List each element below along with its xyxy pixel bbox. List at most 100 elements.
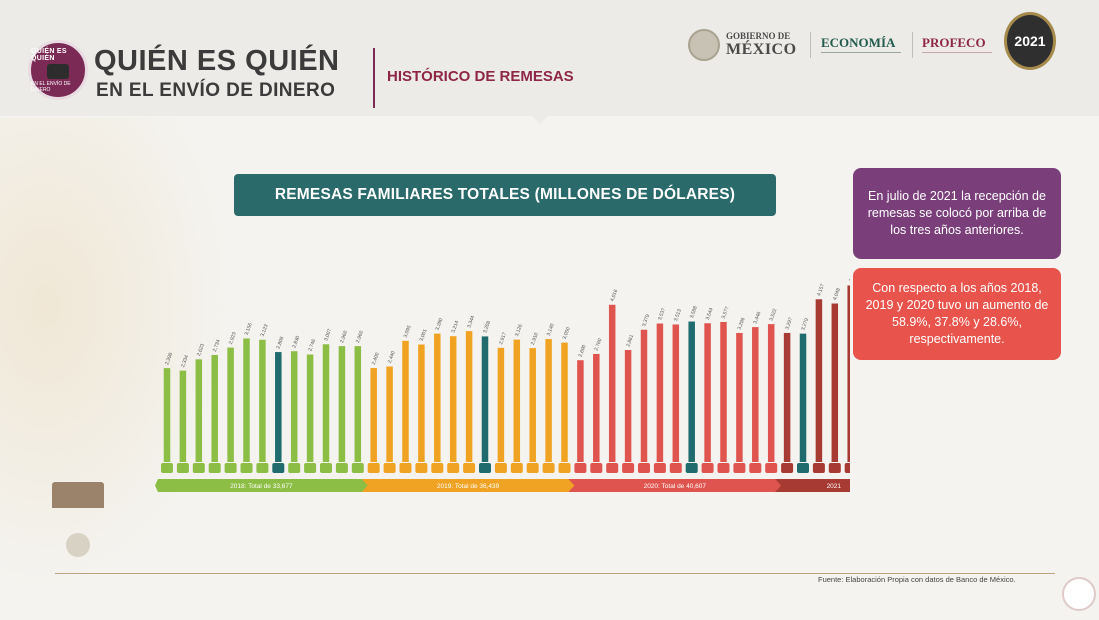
bar-value-label-0-11: 2,960 xyxy=(339,330,349,344)
building-illustration xyxy=(52,482,104,508)
bar-2-4 xyxy=(640,329,648,462)
bar-2-2 xyxy=(608,304,616,462)
bar-month-chip-3-3 xyxy=(828,463,841,473)
bar-month-chip-0-5 xyxy=(240,463,253,473)
bar-2-7 xyxy=(688,321,695,462)
bar-value-label-2-0: 2,600 xyxy=(578,344,588,358)
bar-1-8 xyxy=(497,347,505,462)
bar-month-chip-2-5 xyxy=(653,463,666,473)
bar-0-8 xyxy=(290,351,298,462)
bar-month-chip-1-1 xyxy=(383,463,396,473)
year-2021-badge: 2021 xyxy=(1004,12,1056,70)
bar-value-label-1-8: 2,917 xyxy=(498,331,508,345)
group-band-2 xyxy=(568,479,788,492)
bar-month-chip-2-7 xyxy=(685,463,698,473)
bar-1-9 xyxy=(513,339,521,462)
bar-month-chip-0-11 xyxy=(335,463,348,473)
bar-2-11 xyxy=(752,327,759,462)
bar-value-label-0-12: 2,960 xyxy=(355,330,365,344)
bar-value-label-0-2: 2,623 xyxy=(196,343,206,357)
source-note: Fuente: Elaboración Propia con datos de … xyxy=(818,575,1016,584)
bar-0-4 xyxy=(227,347,234,462)
bar-0-9 xyxy=(306,354,314,462)
bar-value-label-1-6: 3,344 xyxy=(466,315,476,329)
bar-0-12 xyxy=(354,346,362,462)
bar-0-5 xyxy=(243,338,250,462)
bar-2-6 xyxy=(672,324,680,462)
bar-month-chip-1-10 xyxy=(526,463,539,473)
bar-value-label-3-1: 3,279 xyxy=(800,317,810,331)
bar-value-label-2-12: 3,522 xyxy=(768,308,778,322)
group-band-0 xyxy=(155,479,374,492)
bar-1-5 xyxy=(449,336,457,462)
bar-month-chip-1-11 xyxy=(542,463,555,473)
bar-0-10 xyxy=(322,344,330,462)
bar-month-chip-0-7 xyxy=(272,463,285,473)
note-july-2021: En julio de 2021 la recepción de remesas… xyxy=(853,168,1061,259)
note-comparison: Con respecto a los años 2018, 2019 y 202… xyxy=(853,268,1061,360)
bar-month-chip-2-0 xyxy=(574,463,587,473)
bar-value-label-1-2: 3,095 xyxy=(403,325,413,339)
bar-month-chip-2-6 xyxy=(669,463,682,473)
group-band-3 xyxy=(775,479,850,492)
quien-es-quien-logo: QUIÉN ES QUIÉN EN EL ENVÍO DE DINERO xyxy=(28,40,88,100)
bar-month-chip-2-1 xyxy=(590,463,603,473)
bar-month-chip-1-9 xyxy=(510,463,523,473)
bar-value-label-1-0: 2,400 xyxy=(371,352,381,366)
wallet-icon xyxy=(47,63,69,79)
logo-separator xyxy=(810,32,811,58)
bar-value-label-1-1: 2,440 xyxy=(387,350,397,364)
bar-month-chip-2-9 xyxy=(717,463,730,473)
bar-value-label-2-5: 3,537 xyxy=(657,307,667,321)
bar-month-chip-1-7 xyxy=(479,463,491,473)
bar-1-1 xyxy=(386,366,393,462)
bar-3-2 xyxy=(815,299,823,462)
bar-value-label-0-4: 2,923 xyxy=(228,331,238,345)
bar-3-1 xyxy=(799,333,807,462)
gobierno-seal-icon xyxy=(688,29,720,61)
economia-underline xyxy=(821,52,901,53)
bar-month-chip-2-12 xyxy=(765,463,778,473)
profeco-underline xyxy=(922,52,992,53)
bar-value-label-2-9: 3,577 xyxy=(721,306,731,320)
group-band-label-2: 2020: Total de 40,607 xyxy=(644,483,707,490)
logo-badge-top-text: QUIÉN ES QUIÉN xyxy=(31,47,67,62)
corner-logo-icon xyxy=(1062,577,1096,611)
bar-value-label-2-4: 3,379 xyxy=(641,313,651,327)
bar-value-label-1-11: 3,140 xyxy=(546,323,556,337)
bar-value-label-0-5: 3,156 xyxy=(244,322,254,336)
bar-month-chip-1-12 xyxy=(558,463,571,473)
bar-0-3 xyxy=(211,354,218,462)
bar-value-label-3-0: 3,297 xyxy=(784,317,794,331)
bar-3-3 xyxy=(831,303,839,462)
bar-value-label-1-9: 3,126 xyxy=(514,323,524,337)
bar-1-2 xyxy=(402,340,409,462)
bar-value-label-0-6: 3,123 xyxy=(260,323,270,337)
logo-separator xyxy=(912,32,913,58)
header-bar: QUIÉN ES QUIÉN EN EL ENVÍO DE DINERO QUI… xyxy=(0,0,1099,116)
bar-0-2 xyxy=(195,359,203,462)
bar-0-0 xyxy=(163,368,171,462)
bar-month-chip-3-2 xyxy=(812,463,825,473)
bar-1-10 xyxy=(529,348,536,462)
group-band-label-3: 2021 xyxy=(827,483,842,490)
bar-month-chip-1-3 xyxy=(415,463,428,473)
bar-month-chip-1-4 xyxy=(431,463,444,473)
bar-1-3 xyxy=(418,344,425,462)
bar-value-label-2-2: 4,016 xyxy=(609,288,619,302)
bar-2-10 xyxy=(736,332,743,462)
logo-badge-bottom-text: EN EL ENVÍO DE DINERO xyxy=(31,80,71,93)
bar-month-chip-0-12 xyxy=(351,463,364,473)
bar-1-12 xyxy=(561,342,568,462)
bar-month-chip-0-0 xyxy=(161,463,173,473)
bar-value-label-2-1: 2,760 xyxy=(594,338,604,352)
bar-2-12 xyxy=(767,324,775,462)
remittances-bar-chart: 2,398 2,334 2,623 2,734 2,923 3,156 3,123 2,808… xyxy=(155,270,850,492)
note-comparison-text: Con respecto a los años 2018, 2019 y 202… xyxy=(865,281,1049,346)
note-july-2021-text: En julio de 2021 la recepción de remesas… xyxy=(867,189,1047,237)
bar-value-label-0-9: 2,746 xyxy=(307,338,317,352)
bar-month-chip-1-2 xyxy=(399,463,412,473)
chart-title: REMESAS FAMILIARES TOTALES (MILLONES DE … xyxy=(234,174,776,216)
bar-month-chip-0-1 xyxy=(176,463,189,473)
bar-2-0 xyxy=(577,360,584,462)
